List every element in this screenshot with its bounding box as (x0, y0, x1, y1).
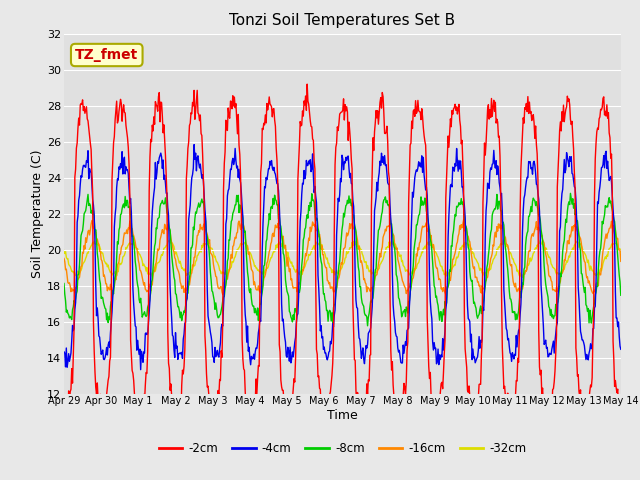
Legend: -2cm, -4cm, -8cm, -16cm, -32cm: -2cm, -4cm, -8cm, -16cm, -32cm (154, 437, 531, 460)
Y-axis label: Soil Temperature (C): Soil Temperature (C) (31, 149, 44, 278)
X-axis label: Time: Time (327, 409, 358, 422)
Text: TZ_fmet: TZ_fmet (75, 48, 138, 62)
Title: Tonzi Soil Temperatures Set B: Tonzi Soil Temperatures Set B (229, 13, 456, 28)
